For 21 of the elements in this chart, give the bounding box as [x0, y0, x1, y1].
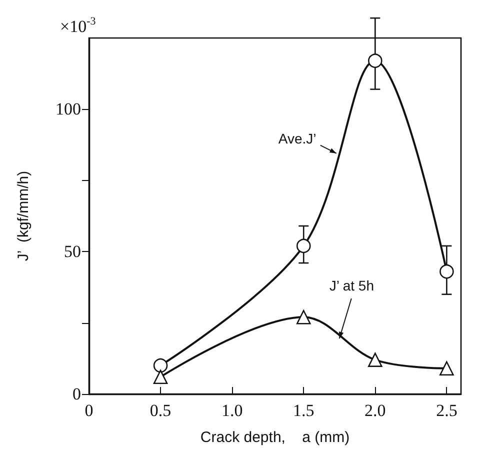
text: J’ at 5h: [329, 277, 374, 294]
x-tick-label: 2.0: [364, 401, 386, 420]
y-tick-label: 0: [72, 384, 81, 404]
point: [440, 264, 454, 279]
y-axis-title: J’ (kgf/mm/h): [15, 170, 32, 262]
point: [368, 352, 382, 367]
point: [153, 370, 168, 384]
point: [153, 358, 168, 373]
x-tick-label: 1.5: [292, 401, 314, 420]
point: [440, 361, 454, 376]
x-tick-label: 0.5: [150, 401, 172, 420]
x-tick-label: 2.5: [436, 401, 458, 420]
y-tick-label: 100: [56, 100, 81, 119]
point: [296, 238, 311, 254]
series-label: Ave.J’: [278, 130, 316, 146]
x-tick-label: 0: [84, 401, 94, 420]
x-tick-label: 1.0: [221, 401, 243, 420]
point: [368, 54, 382, 68]
x-axis-title: Crack depth, a (mm): [200, 429, 350, 446]
y-tick-label: 50: [64, 242, 81, 262]
point: [296, 310, 311, 324]
